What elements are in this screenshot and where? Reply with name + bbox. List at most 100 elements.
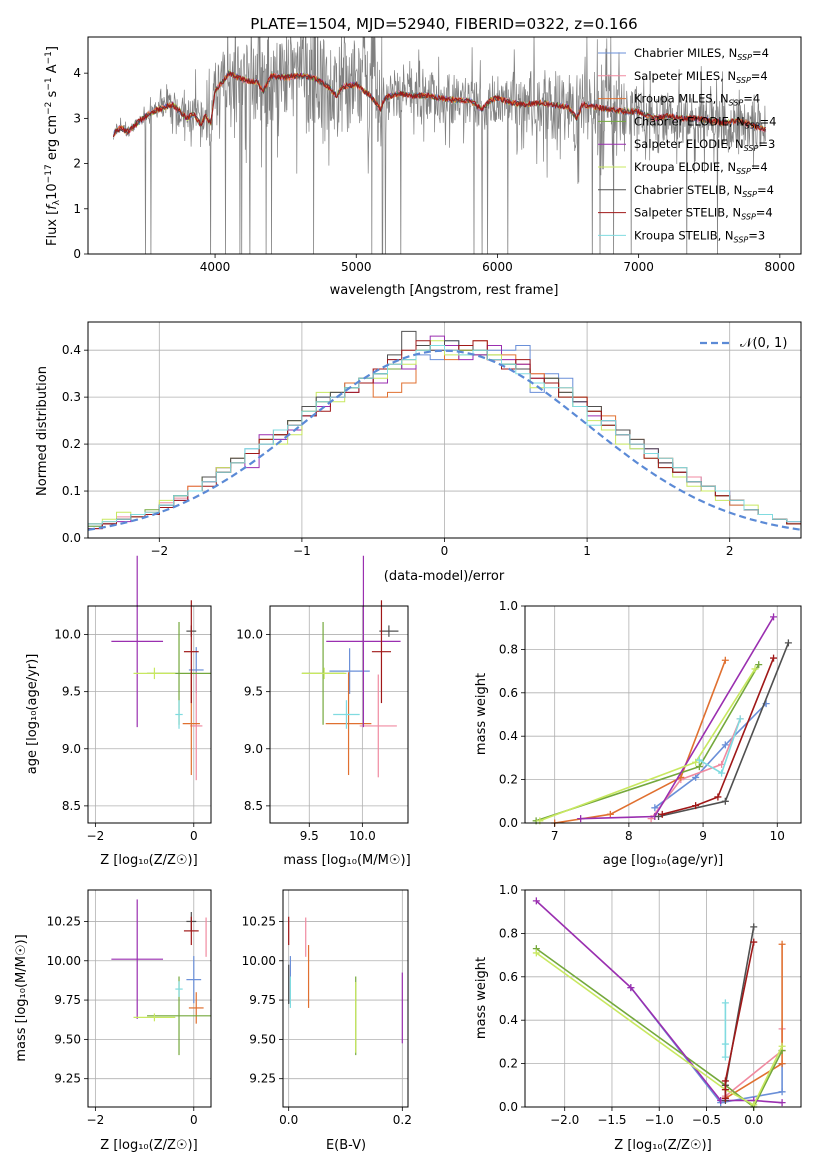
- data-marker: [770, 613, 778, 621]
- ylabel-part: f: [45, 203, 60, 210]
- legend-entry: Chabrier MILES, NSSP=4: [634, 46, 769, 62]
- series-line-chabrier_elodie: [535, 947, 783, 1109]
- legend-subscript: SSP: [736, 76, 751, 85]
- y-tick-label: 1: [73, 202, 81, 216]
- spectrum-ticks: 4000 5000 6000 7000 8000 0 1 2 3 4: [73, 66, 795, 274]
- x-tick-label: 7: [551, 829, 559, 843]
- x-tick-label: 2: [726, 544, 734, 558]
- errorbar-kroupa_stelib: [175, 700, 183, 729]
- age-vs-mass-ticks: 9.5 10.0 8.5 9.0 9.5 10.0: [236, 628, 375, 843]
- mass-vs-metallicity-ylabel: mass [log₁₀(M/M☉)]: [14, 934, 29, 1061]
- legend-label: Chabrier MILES, N: [634, 46, 737, 60]
- mass-vs-ebv-data-layer: [288, 916, 403, 1056]
- x-tick-label: 9: [699, 829, 707, 843]
- y-tick-label: 0.0: [499, 816, 518, 830]
- residual-ticks: −2 −1 0 1 2 0.0 0.1 0.2 0.3 0.4: [62, 343, 734, 558]
- ylabel-part: Flux [: [45, 210, 60, 246]
- mass-weight-vs-age-data-layer: [532, 613, 792, 827]
- x-tick-label: 0: [190, 1113, 198, 1127]
- x-tick-label: 0: [190, 829, 198, 843]
- y-tick-label: 8.5: [62, 799, 81, 813]
- age-vs-metallicity-data-layer: [111, 555, 211, 781]
- x-tick-label: 0.0: [744, 1113, 763, 1127]
- errorbar-salpeter_stelib: [371, 600, 392, 704]
- series-line-salpeter_stelib: [662, 657, 775, 816]
- residual-legend: 𝒩(0, 1): [700, 336, 787, 351]
- legend-subscript: SSP: [744, 144, 759, 153]
- y-tick-label: 9.75: [249, 993, 276, 1007]
- data-marker: [692, 758, 700, 766]
- legend-label: Kroupa MILES, N: [634, 92, 729, 106]
- legend-entry: Salpeter ELODIE, NSSP=3: [634, 137, 775, 153]
- y-tick-label: 1.0: [499, 599, 518, 613]
- data-marker: [651, 804, 659, 812]
- x-tick-label: 0.0: [279, 1113, 298, 1127]
- legend-suffix: =4: [757, 183, 774, 197]
- y-tick-label: 0.6: [499, 686, 518, 700]
- x-tick-label: −1.0: [645, 1113, 674, 1127]
- x-tick-label: 10: [770, 829, 785, 843]
- age-vs-mass-panel: 9.5 10.0 8.5 9.0 9.5 10.0 mass [log₁₀(M/M☉)]: [236, 555, 411, 868]
- y-tick-label: 10.25: [242, 914, 276, 928]
- errorbar-salpeter_miles: [359, 674, 397, 778]
- model-spectrum-salpeter_stelib: [112, 71, 766, 138]
- legend-label: Chabrier ELODIE, N: [634, 114, 745, 128]
- mass-weight-vs-metallicity-xlabel: Z [log₁₀(Z/Z☉)]: [614, 1138, 711, 1153]
- data-marker: [721, 1086, 729, 1094]
- data-marker: [577, 815, 585, 823]
- series-line-salpeter_stelib: [724, 941, 755, 1099]
- mass-weight-vs-metallicity-ylabel: mass weight: [474, 957, 489, 1039]
- legend-entry: Salpeter STELIB, NSSP=4: [634, 206, 773, 222]
- data-marker: [736, 715, 744, 723]
- data-marker: [658, 810, 666, 818]
- ylabel-part: s: [45, 90, 60, 101]
- errorbar-kroupa_miles: [188, 992, 204, 1024]
- mass-vs-metallicity-axes-frame: [87, 889, 212, 1108]
- age-vs-metallicity-axes-frame: [87, 605, 212, 824]
- x-tick-label: 0: [441, 544, 449, 558]
- y-tick-label: 0.8: [499, 926, 518, 940]
- errorbar-kroupa_stelib: [175, 981, 183, 997]
- y-tick-label: 0.8: [499, 642, 518, 656]
- data-marker: [721, 1094, 729, 1102]
- ylabel-part: −1: [44, 51, 54, 64]
- y-tick-label: 0.2: [499, 773, 518, 787]
- mass-weight-vs-age-axes-frame: [524, 605, 802, 824]
- errorbar-salpeter_miles: [190, 671, 203, 781]
- x-tick-label: −2: [150, 544, 168, 558]
- data-marker: [714, 793, 722, 801]
- legend-entry: Kroupa STELIB, NSSP=3: [634, 228, 765, 244]
- legend-subscript: SSP: [745, 121, 760, 130]
- errorbar-chabrier_stelib: [379, 625, 399, 637]
- y-tick-label: 4: [73, 66, 81, 80]
- spectrum-title: PLATE=1504, MJD=52940, FIBERID=0322, z=0…: [250, 15, 637, 33]
- x-tick-label: 8: [625, 829, 633, 843]
- age-vs-metallicity-xlabel: Z [log₁₀(Z/Z☉)]: [100, 853, 197, 868]
- x-tick-label: 5000: [341, 260, 372, 274]
- y-tick-label: 10.25: [47, 914, 81, 928]
- y-tick-label: 9.50: [249, 1032, 276, 1046]
- ylabel-part: ]: [45, 46, 60, 51]
- legend-suffix: =4: [751, 160, 768, 174]
- legend-subscript: SSP: [741, 213, 756, 222]
- y-tick-label: 3: [73, 111, 81, 125]
- legend-label: 𝒩(0, 1): [740, 336, 787, 351]
- mass-weight-vs-metallicity-axes-frame: [524, 889, 802, 1108]
- series-line-chabrier_miles: [654, 703, 767, 809]
- mass-vs-ebv-axes-frame: [282, 889, 409, 1108]
- y-tick-label: 9.50: [54, 1032, 81, 1046]
- x-tick-label: −0.5: [692, 1113, 721, 1127]
- y-tick-label: 0.0: [62, 531, 81, 545]
- y-tick-label: 9.5: [62, 685, 81, 699]
- y-tick-label: 0.3: [62, 390, 81, 404]
- y-tick-label: 8.5: [244, 799, 263, 813]
- data-marker: [778, 1060, 786, 1068]
- y-tick-label: 0.1: [62, 484, 81, 498]
- mass-weight-vs-age-panel: 7 8 9 10 0.0 0.2 0.4 0.6 0.8 1.0 age [log₁₀(age/y…: [474, 599, 802, 868]
- legend-label: Salpeter STELIB, N: [634, 206, 741, 220]
- mass-vs-ebv-ticks: 0.0 0.2 9.25 9.50 9.75 10.00 10.25: [242, 914, 412, 1127]
- y-tick-label: 0.4: [62, 343, 81, 357]
- legend-subscript: SSP: [729, 99, 744, 108]
